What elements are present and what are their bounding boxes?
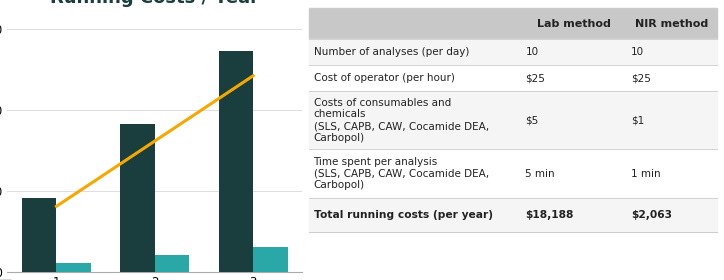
Bar [253, 246, 287, 272]
Bar [219, 51, 253, 272]
Bar [309, 8, 717, 39]
Text: $2,063: $2,063 [631, 210, 672, 220]
Text: Time spent per analysis
(SLS, CAPB, CAW, Cocamide DEA,
Carbopol): Time spent per analysis (SLS, CAPB, CAW,… [313, 157, 489, 190]
Text: 10: 10 [526, 47, 539, 57]
Text: Lab method: Lab method [537, 18, 611, 29]
Bar [155, 255, 189, 272]
Text: Number of analyses (per day): Number of analyses (per day) [313, 47, 469, 57]
Text: 1 min: 1 min [631, 169, 661, 179]
Bar [309, 149, 717, 198]
Text: 5 min: 5 min [526, 169, 555, 179]
Bar [309, 65, 717, 91]
Bar [309, 91, 717, 149]
Bar [309, 198, 717, 232]
Bar [120, 124, 155, 272]
Text: Total running costs (per year): Total running costs (per year) [313, 210, 492, 220]
Text: Costs of consumables and
chemicals
(SLS, CAPB, CAW, Cocamide DEA,
Carbopol): Costs of consumables and chemicals (SLS,… [313, 98, 489, 143]
Text: $25: $25 [631, 73, 651, 83]
Bar [309, 39, 717, 65]
Text: $1: $1 [631, 115, 644, 125]
Text: $5: $5 [526, 115, 539, 125]
Text: $25: $25 [526, 73, 545, 83]
Text: NIR method: NIR method [636, 18, 709, 29]
Bar [56, 263, 91, 272]
Title: Running Costs / Year: Running Costs / Year [51, 0, 259, 7]
Text: Cost of operator (per hour): Cost of operator (per hour) [313, 73, 455, 83]
Text: $18,188: $18,188 [526, 210, 573, 220]
Bar [22, 198, 56, 272]
Text: 10: 10 [631, 47, 644, 57]
